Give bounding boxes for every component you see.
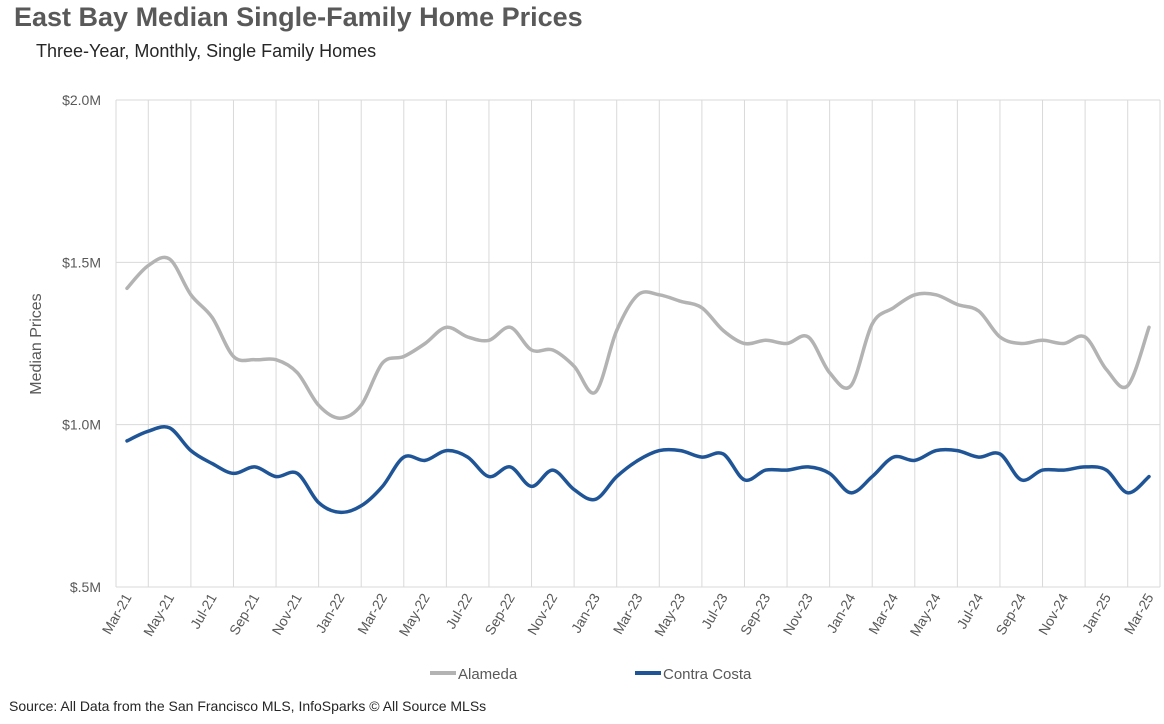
x-tick-label: Mar-23 [610,590,646,637]
x-tick-label: Mar-22 [354,590,390,637]
chart-subtitle: Three-Year, Monthly, Single Family Homes [36,41,377,61]
x-axis-ticks: Mar-21 May-21 Jul-21 Sep-21 Nov-21 Jan-22 Mar-… [99,590,1157,639]
x-tick-label: Mar-24 [865,590,901,637]
grid-lines [115,99,1161,588]
x-tick-label: May-24 [906,590,943,639]
x-tick-label: Jul-21 [187,590,220,631]
series-lines [125,255,1151,515]
x-tick-label: Jan-22 [312,590,347,635]
y-axis-label: Median Prices [28,293,45,394]
x-tick-label: May-21 [140,590,177,639]
x-tick-label: Jul-24 [953,590,986,631]
x-tick-label: Sep-24 [992,590,1029,637]
x-tick-label: Sep-23 [737,590,774,637]
x-tick-label: Mar-25 [1121,590,1157,637]
x-tick-label: Jan-23 [568,590,603,635]
legend: Alameda Contra Costa [430,666,752,683]
series-line-contra-costa [125,425,1151,515]
chart-title: East Bay Median Single-Family Home Price… [14,2,583,32]
x-tick-label: Nov-24 [1035,590,1072,637]
source-note: Source: All Data from the San Francisco … [9,698,487,714]
legend-label-contra-costa: Contra Costa [663,666,752,683]
legend-label-alameda: Alameda [458,666,518,683]
x-tick-label: Sep-21 [226,590,263,637]
x-tick-label: Mar-21 [99,590,135,637]
x-tick-label: Nov-22 [524,590,561,637]
x-tick-label: Jul-22 [442,590,475,631]
y-tick-label: $1.5M [62,254,101,270]
x-tick-label: May-23 [651,590,688,639]
x-tick-label: Nov-21 [269,590,306,637]
x-tick-label: Nov-23 [780,590,817,637]
x-tick-label: Jan-25 [1079,590,1114,635]
series-line-alameda [125,255,1151,420]
y-axis-ticks: $.5M $1.0M $1.5M $2.0M [62,92,101,595]
x-tick-label: May-22 [395,590,432,639]
x-tick-label: Jul-23 [698,590,731,631]
y-tick-label: $.5M [70,579,101,595]
y-tick-label: $1.0M [62,417,101,433]
x-tick-label: Jan-24 [823,590,858,635]
x-tick-label: Sep-22 [481,590,518,637]
y-tick-label: $2.0M [62,92,101,108]
